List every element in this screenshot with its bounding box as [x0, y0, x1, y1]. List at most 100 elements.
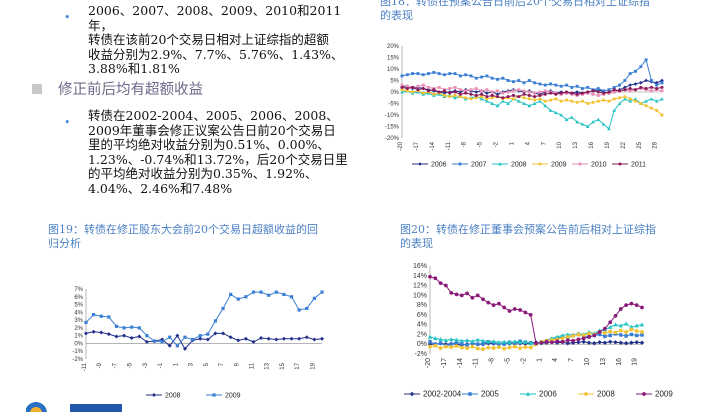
- data-point: [114, 324, 119, 328]
- y-tick-label: 8%: [417, 302, 427, 309]
- x-tick-label: 4: [552, 358, 559, 362]
- caption-line: 图19：转债在修正股东大会前20个交易日超额收益的回: [48, 223, 318, 236]
- data-point: [660, 81, 664, 85]
- data-point: [591, 89, 595, 93]
- data-point: [497, 345, 501, 350]
- x-tick-label: -17: [414, 141, 420, 150]
- data-point: [533, 91, 537, 95]
- y-tick-label: -2%: [415, 351, 427, 358]
- y-tick-label: 0%: [417, 341, 427, 348]
- data-point: [453, 85, 457, 89]
- data-point: [602, 98, 606, 102]
- data-point: [320, 336, 324, 341]
- data-point: [469, 97, 473, 101]
- data-point: [137, 334, 142, 339]
- data-point: [107, 315, 111, 319]
- x-tick-label: 28: [653, 141, 659, 148]
- data-point: [629, 327, 634, 332]
- x-tick-label: 4: [525, 141, 531, 145]
- data-point: [618, 328, 623, 333]
- data-point: [485, 95, 489, 99]
- data-point: [596, 99, 600, 103]
- data-point: [623, 97, 627, 101]
- data-point: [438, 281, 443, 285]
- data-point: [454, 344, 459, 349]
- data-point: [628, 99, 632, 103]
- data-point: [312, 337, 317, 342]
- x-tick-label: 1: [536, 358, 543, 362]
- data-point: [591, 92, 595, 96]
- data-point: [586, 90, 590, 94]
- data-point: [297, 336, 302, 341]
- data-point: [580, 122, 585, 126]
- data-point: [633, 99, 637, 103]
- data-point: [281, 336, 286, 341]
- data-point: [554, 83, 558, 87]
- data-point: [427, 334, 433, 339]
- data-point: [122, 333, 127, 338]
- data-point: [506, 90, 510, 94]
- x-tick-label: 3: [189, 362, 195, 366]
- data-point: [640, 330, 644, 334]
- data-point: [518, 308, 522, 312]
- x-tick-label: -20: [425, 358, 432, 368]
- data-point: [427, 85, 430, 89]
- data-point: [438, 341, 443, 346]
- data-point: [629, 301, 634, 306]
- x-tick-label: -11: [82, 362, 88, 371]
- figure19-chart: 7%6%5%4%3%2%1%0%-1%-2%-11 -9 -7 -5 -3 -1 1 3 5 7 9…: [60, 283, 328, 403]
- data-point: [586, 101, 590, 106]
- data-point: [496, 340, 502, 345]
- data-point: [458, 92, 462, 96]
- data-point: [660, 85, 664, 89]
- data-point: [564, 98, 569, 102]
- data-point: [465, 343, 469, 347]
- data-point: [575, 100, 579, 104]
- data-point: [507, 340, 512, 345]
- data-point: [597, 330, 602, 334]
- caption-line: 的表现: [380, 9, 413, 22]
- data-point: [607, 90, 611, 94]
- data-point: [448, 91, 452, 95]
- y-tick-label: -15%: [385, 125, 400, 131]
- data-point: [587, 331, 591, 336]
- data-point: [549, 91, 553, 95]
- data-point: [84, 331, 88, 336]
- data-point: [428, 344, 432, 349]
- data-point: [649, 85, 653, 89]
- data-point: [409, 391, 415, 397]
- x-tick-label: -11: [446, 141, 452, 150]
- data-point: [564, 90, 569, 94]
- data-point: [634, 323, 639, 328]
- data-point: [523, 339, 528, 344]
- data-point: [449, 337, 454, 342]
- x-tick-label: -8: [489, 358, 496, 364]
- data-point: [628, 87, 632, 91]
- data-point: [639, 322, 645, 327]
- x-tick-label: 16: [616, 358, 623, 366]
- data-point: [649, 97, 654, 101]
- data-point: [400, 74, 404, 78]
- data-point: [453, 90, 457, 94]
- data-point: [565, 83, 568, 87]
- data-point: [511, 80, 515, 84]
- data-point: [538, 97, 542, 101]
- data-point: [400, 88, 404, 92]
- x-tick-label: -1: [158, 362, 164, 368]
- x-tick-label: 13: [265, 362, 271, 369]
- x-tick-label: -9: [97, 362, 103, 368]
- y-tick-label: 15%: [387, 56, 400, 62]
- data-point: [454, 340, 459, 345]
- data-point: [205, 337, 210, 342]
- data-point: [603, 326, 607, 331]
- data-point: [575, 92, 579, 96]
- data-point: [236, 297, 240, 301]
- data-point: [644, 99, 648, 103]
- data-point: [221, 306, 225, 311]
- data-point: [465, 346, 469, 351]
- data-point: [612, 85, 616, 89]
- x-tick-label: -14: [457, 358, 464, 368]
- data-point: [522, 89, 526, 93]
- data-point: [649, 106, 653, 110]
- data-point: [274, 290, 278, 294]
